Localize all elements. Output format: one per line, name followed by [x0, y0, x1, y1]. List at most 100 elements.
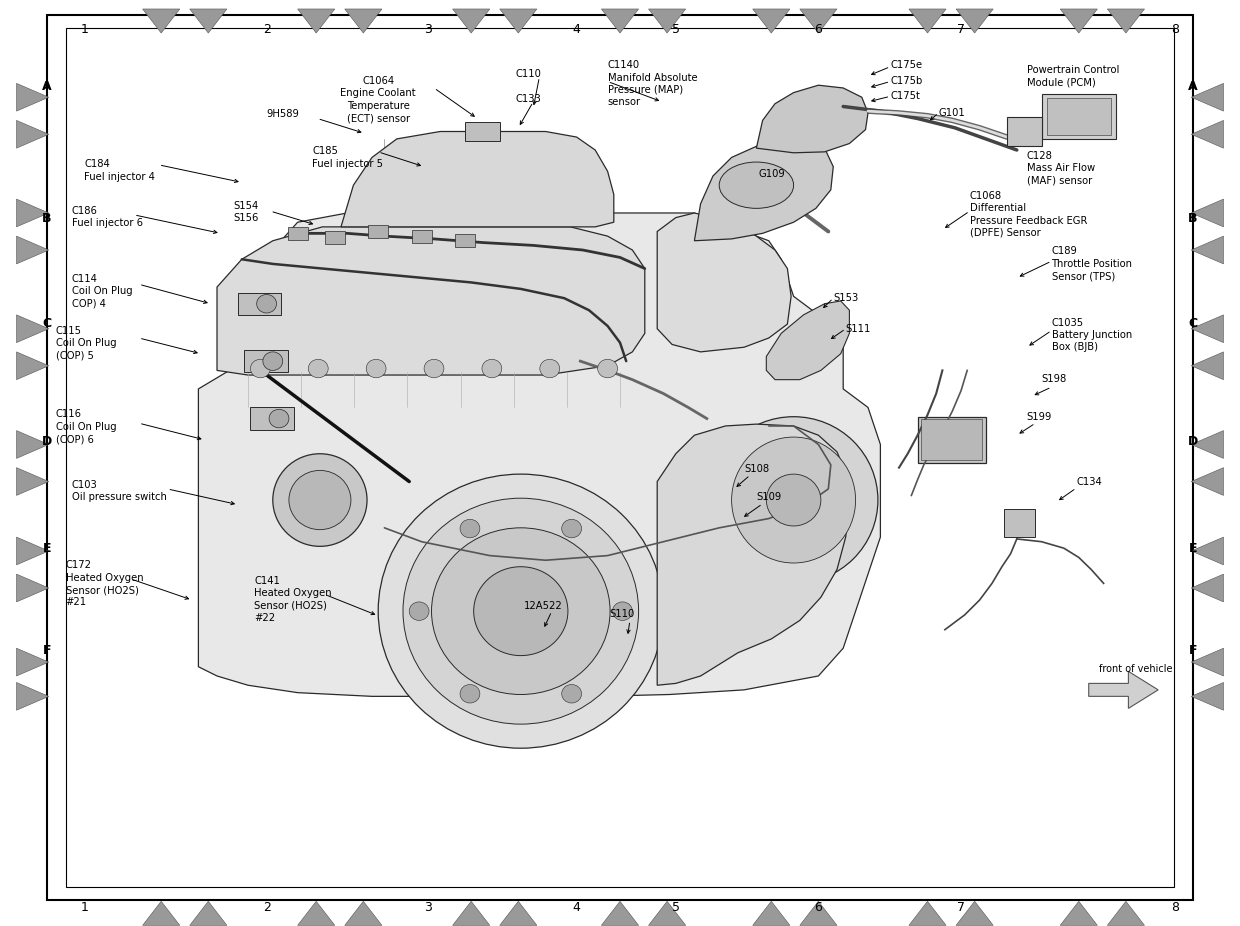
Text: 2: 2: [263, 23, 270, 36]
Text: C114
Coil On Plug
COP) 4: C114 Coil On Plug COP) 4: [72, 274, 133, 309]
Polygon shape: [657, 424, 849, 685]
Polygon shape: [16, 315, 48, 343]
Polygon shape: [16, 236, 48, 264]
Polygon shape: [800, 901, 837, 925]
Bar: [368, 225, 388, 238]
Text: E: E: [1189, 542, 1197, 555]
Text: A: A: [1188, 80, 1198, 93]
Ellipse shape: [732, 437, 856, 563]
Ellipse shape: [432, 528, 610, 694]
Text: C: C: [42, 317, 52, 330]
Text: C189
Throttle Position
Sensor (TPS): C189 Throttle Position Sensor (TPS): [1052, 246, 1132, 282]
Ellipse shape: [250, 359, 270, 378]
Ellipse shape: [403, 498, 639, 724]
Polygon shape: [694, 141, 833, 241]
Text: C186
Fuel injector 6: C186 Fuel injector 6: [72, 206, 143, 228]
Polygon shape: [16, 83, 48, 111]
Ellipse shape: [460, 684, 480, 703]
Text: C1140
Manifold Absolute
Pressure (MAP)
sensor: C1140 Manifold Absolute Pressure (MAP) s…: [608, 60, 697, 107]
Ellipse shape: [378, 474, 663, 748]
Text: 8: 8: [1172, 901, 1179, 914]
Bar: [921, 419, 982, 460]
Ellipse shape: [598, 359, 618, 378]
Ellipse shape: [460, 519, 480, 538]
Polygon shape: [298, 901, 335, 925]
Polygon shape: [1192, 537, 1224, 565]
Text: G109: G109: [759, 169, 786, 179]
Polygon shape: [16, 431, 48, 458]
Polygon shape: [1192, 120, 1224, 148]
Bar: [250, 407, 294, 430]
Bar: [1042, 94, 1116, 139]
Polygon shape: [16, 682, 48, 710]
Text: 3: 3: [424, 23, 432, 36]
Polygon shape: [956, 9, 993, 33]
Ellipse shape: [539, 359, 559, 378]
Polygon shape: [1192, 468, 1224, 495]
Polygon shape: [453, 9, 490, 33]
Bar: [1007, 117, 1042, 146]
Text: 2: 2: [263, 901, 270, 914]
Text: 3: 3: [424, 901, 432, 914]
Text: 7: 7: [957, 901, 965, 914]
Polygon shape: [1192, 199, 1224, 227]
Polygon shape: [1060, 901, 1097, 925]
Text: D: D: [1188, 435, 1198, 448]
Text: C1068
Differential
Pressure Feedback EGR
(DPFE) Sensor: C1068 Differential Pressure Feedback EGR…: [970, 191, 1087, 238]
Text: Powertrain Control
Module (PCM): Powertrain Control Module (PCM): [1027, 65, 1118, 87]
Polygon shape: [198, 213, 880, 696]
Text: 4: 4: [573, 901, 580, 914]
Text: F: F: [43, 644, 51, 657]
Polygon shape: [1192, 352, 1224, 380]
Text: S199: S199: [1027, 412, 1052, 421]
Text: C175e: C175e: [890, 60, 923, 69]
Polygon shape: [1192, 83, 1224, 111]
Bar: [325, 231, 345, 244]
Bar: [238, 293, 281, 315]
Bar: [918, 417, 986, 463]
Polygon shape: [217, 227, 645, 375]
Text: 5: 5: [672, 23, 680, 36]
Bar: [1047, 98, 1111, 135]
Text: C1035
Battery Junction
Box (BJB): C1035 Battery Junction Box (BJB): [1052, 318, 1132, 353]
Polygon shape: [1107, 901, 1145, 925]
Polygon shape: [500, 9, 537, 33]
Polygon shape: [16, 352, 48, 380]
Polygon shape: [1192, 648, 1224, 676]
Bar: [288, 227, 308, 240]
Text: S198: S198: [1042, 374, 1066, 383]
Text: F: F: [1189, 644, 1197, 657]
Bar: [66, 28, 1174, 887]
Polygon shape: [1060, 9, 1097, 33]
Text: 9H589: 9H589: [267, 109, 299, 119]
Text: 4: 4: [573, 23, 580, 36]
Polygon shape: [649, 9, 686, 33]
Polygon shape: [756, 85, 868, 153]
Polygon shape: [753, 901, 790, 925]
Polygon shape: [16, 199, 48, 227]
Polygon shape: [1192, 682, 1224, 710]
Text: G101: G101: [939, 108, 966, 118]
Ellipse shape: [257, 294, 277, 313]
Bar: [455, 234, 475, 247]
Ellipse shape: [424, 359, 444, 378]
Polygon shape: [909, 9, 946, 33]
Text: B: B: [1188, 212, 1198, 225]
Text: E: E: [43, 542, 51, 555]
Ellipse shape: [766, 474, 821, 526]
Bar: [1004, 509, 1035, 537]
Ellipse shape: [562, 519, 582, 538]
Ellipse shape: [269, 409, 289, 428]
Polygon shape: [16, 537, 48, 565]
Polygon shape: [909, 901, 946, 925]
Text: 8: 8: [1172, 23, 1179, 36]
Text: S109: S109: [756, 493, 781, 502]
Polygon shape: [800, 9, 837, 33]
Polygon shape: [298, 9, 335, 33]
Polygon shape: [345, 901, 382, 925]
Polygon shape: [1192, 236, 1224, 264]
Ellipse shape: [273, 454, 367, 546]
Ellipse shape: [289, 470, 351, 530]
Ellipse shape: [613, 602, 632, 620]
Polygon shape: [190, 901, 227, 925]
